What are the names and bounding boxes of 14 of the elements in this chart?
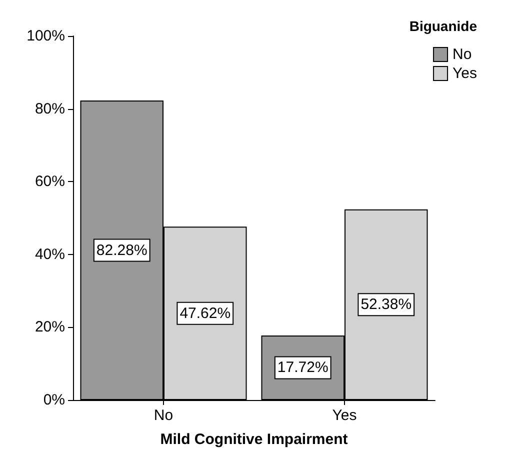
data-label: 17.72%: [277, 359, 328, 376]
legend-title: Biguanide: [409, 18, 478, 34]
data-label: 52.38%: [360, 296, 412, 314]
x-axis-title: Mild Cognitive Impairment: [160, 431, 348, 448]
legend-label: No: [452, 46, 472, 63]
y-tick-label: 0%: [43, 392, 65, 408]
data-label: 47.62%: [180, 304, 231, 322]
y-tick-label: 20%: [34, 318, 65, 336]
y-tick-label: 40%: [34, 246, 65, 263]
data-label: 82.28%: [96, 242, 148, 259]
legend-label: Yes: [452, 65, 478, 82]
y-tick-label: 80%: [34, 100, 65, 118]
y-tick-label: 100%: [26, 28, 65, 44]
y-tick-label: 60%: [34, 173, 65, 190]
